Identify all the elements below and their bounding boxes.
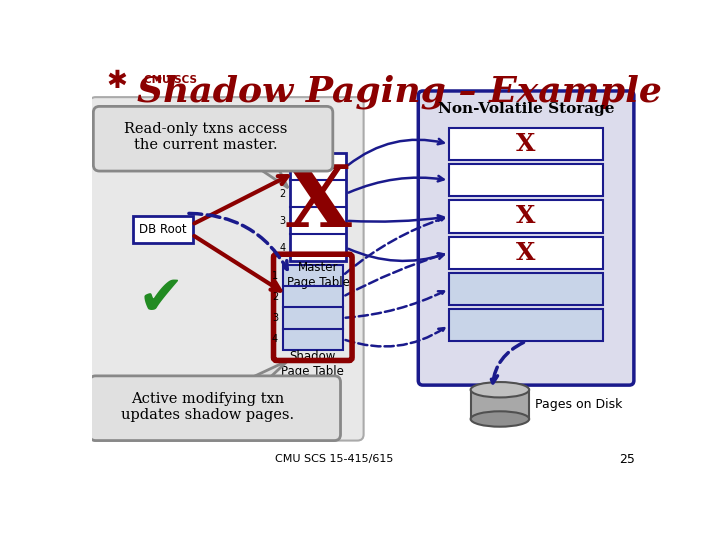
Ellipse shape xyxy=(471,382,529,397)
Text: DB Root: DB Root xyxy=(139,223,186,236)
FancyBboxPatch shape xyxy=(89,376,341,441)
FancyBboxPatch shape xyxy=(290,153,346,261)
FancyBboxPatch shape xyxy=(449,273,603,305)
Text: CMU SCS: CMU SCS xyxy=(144,75,197,85)
FancyBboxPatch shape xyxy=(94,106,333,171)
Text: X: X xyxy=(516,132,536,156)
FancyBboxPatch shape xyxy=(132,215,194,244)
Text: 4: 4 xyxy=(272,334,278,344)
Text: 25: 25 xyxy=(619,453,635,465)
Text: X: X xyxy=(516,241,536,265)
Text: Non-Volatile Storage: Non-Volatile Storage xyxy=(438,103,614,117)
Text: Master
Page Table: Master Page Table xyxy=(287,261,350,289)
Polygon shape xyxy=(242,361,288,382)
Text: Read-only txns access
the current master.: Read-only txns access the current master… xyxy=(124,122,287,152)
FancyBboxPatch shape xyxy=(471,390,529,419)
Text: Shadow
Page Table: Shadow Page Table xyxy=(282,349,344,377)
Text: X: X xyxy=(284,161,351,245)
FancyBboxPatch shape xyxy=(449,128,603,160)
Polygon shape xyxy=(253,165,288,188)
Text: 2: 2 xyxy=(272,292,278,302)
Text: Pages on Disk: Pages on Disk xyxy=(535,398,623,411)
Text: 4: 4 xyxy=(279,242,286,253)
Text: 1: 1 xyxy=(272,271,278,281)
Text: 1: 1 xyxy=(279,162,286,172)
FancyBboxPatch shape xyxy=(418,91,634,385)
Ellipse shape xyxy=(471,411,529,427)
Text: ✔: ✔ xyxy=(138,273,184,327)
Text: X: X xyxy=(516,205,536,228)
FancyBboxPatch shape xyxy=(449,309,603,341)
FancyBboxPatch shape xyxy=(449,200,603,233)
Text: ✱: ✱ xyxy=(106,69,127,93)
FancyBboxPatch shape xyxy=(283,265,343,350)
Text: 3: 3 xyxy=(279,215,286,226)
Text: 2: 2 xyxy=(279,189,286,199)
FancyBboxPatch shape xyxy=(89,97,364,441)
FancyBboxPatch shape xyxy=(449,237,603,269)
Text: Active modifying txn
updates shadow pages.: Active modifying txn updates shadow page… xyxy=(121,392,294,422)
Text: Shadow Paging – Example: Shadow Paging – Example xyxy=(138,75,662,109)
Text: 3: 3 xyxy=(272,313,278,323)
Text: CMU SCS 15-415/615: CMU SCS 15-415/615 xyxy=(275,454,394,464)
FancyBboxPatch shape xyxy=(449,164,603,197)
